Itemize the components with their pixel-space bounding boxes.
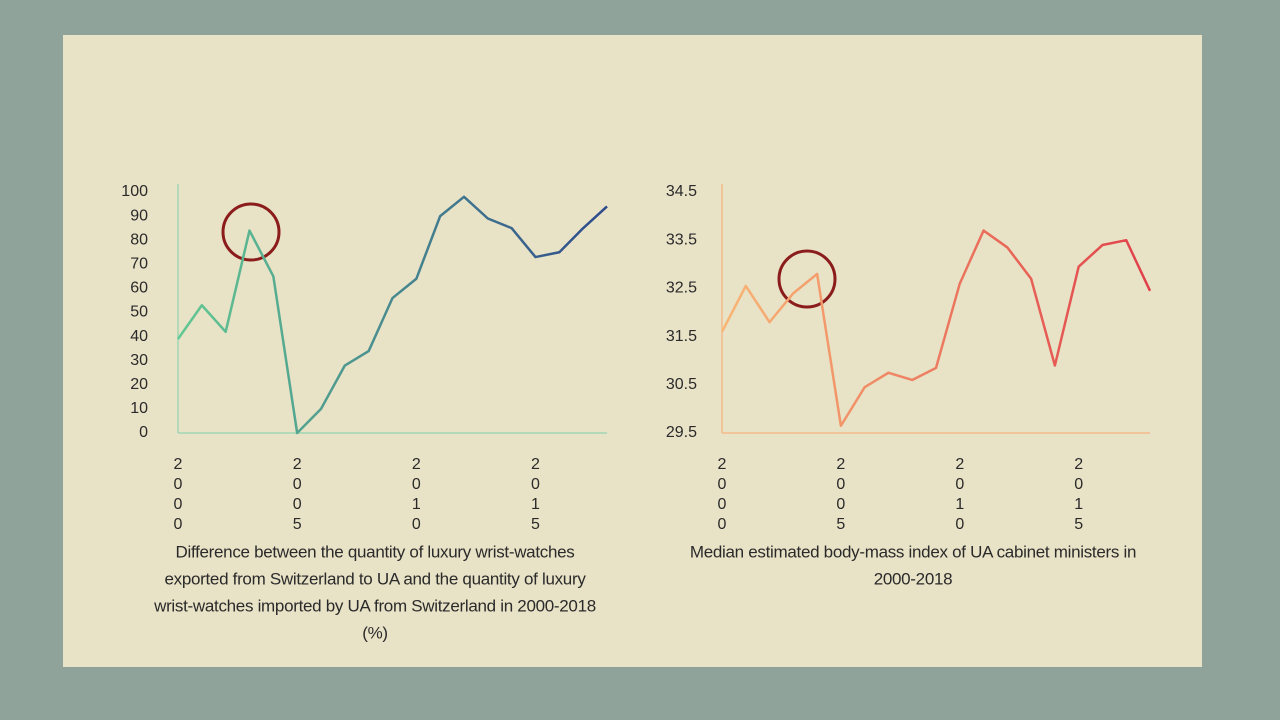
- highlight-circle: [221, 202, 281, 262]
- line: [176, 195, 608, 435]
- y-tick-label: 100: [121, 183, 148, 200]
- y-tick-label: 50: [130, 304, 148, 321]
- y-tick-label: 10: [130, 400, 148, 417]
- y-tick-label: 32.5: [666, 280, 697, 297]
- y-tick-label: 80: [130, 231, 148, 248]
- y-tick-label: 60: [130, 280, 148, 297]
- y-tick-label: 40: [130, 328, 148, 345]
- y-tick-label: 34.5: [666, 183, 697, 200]
- chart-title: (%): [362, 623, 388, 642]
- y-tick-label: 31.5: [666, 328, 697, 345]
- y-tick-label: 30: [130, 352, 148, 369]
- line: [720, 229, 1152, 428]
- panel: [63, 35, 1202, 667]
- y-tick-label: 33.5: [666, 231, 697, 248]
- y-tick-label: 30.5: [666, 376, 697, 393]
- y-tick-label: 70: [130, 256, 148, 273]
- y-tick-label: 20: [130, 376, 148, 393]
- highlight-circle: [777, 249, 837, 309]
- chart-title: exported from Switzerland to UA and the …: [164, 569, 586, 588]
- y-tick-label: 29.5: [666, 424, 697, 441]
- y-tick-label: 90: [130, 207, 148, 224]
- chart-title: wrist-watches imported by UA from Switze…: [153, 596, 596, 615]
- chart-title: Median estimated body-mass index of UA c…: [690, 542, 1136, 561]
- chart-title: Difference between the quantity of luxur…: [176, 542, 575, 561]
- chart-title: 2000-2018: [874, 569, 953, 588]
- y-tick-label: 0: [139, 424, 148, 441]
